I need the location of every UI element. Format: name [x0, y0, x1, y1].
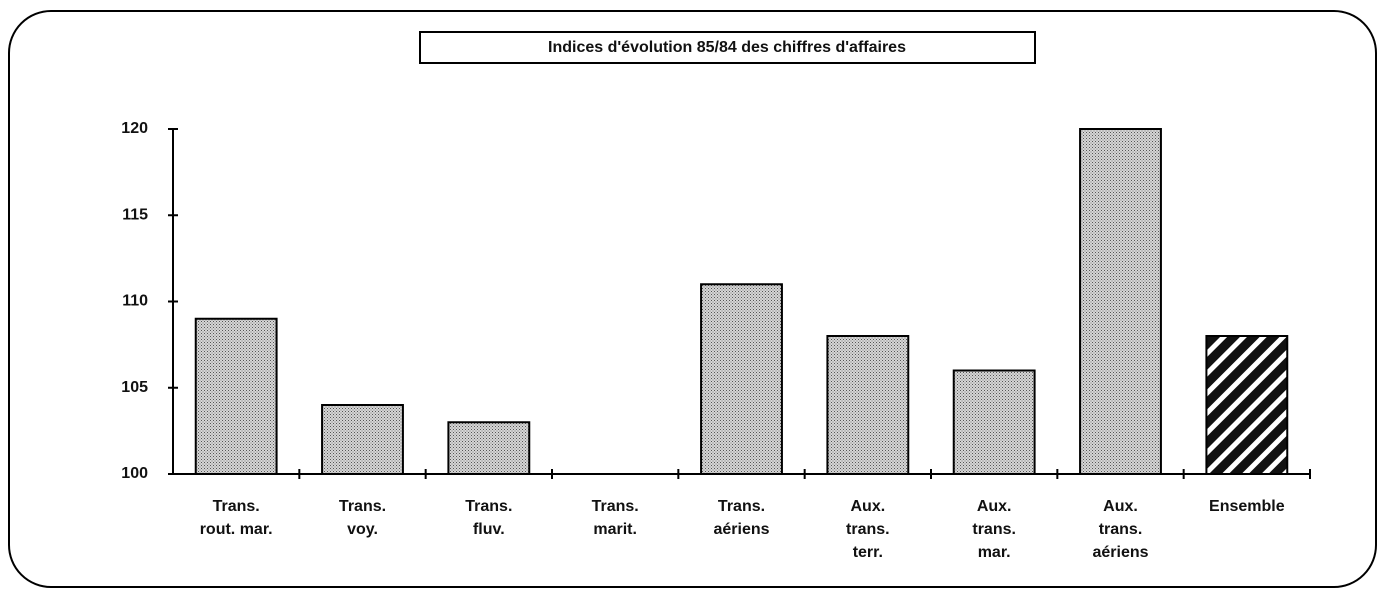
x-tick-label: aériens — [713, 521, 769, 538]
y-tick-label: 115 — [122, 206, 148, 223]
bar — [826, 335, 910, 475]
bar — [321, 404, 404, 475]
x-tick-label: Aux. — [977, 498, 1012, 515]
x-tick-label: voy. — [347, 521, 378, 538]
x-tick-label: Trans. — [213, 498, 260, 515]
x-tick-label: marit. — [593, 521, 637, 538]
x-tick-label: trans. — [972, 521, 1016, 538]
x-tick-label: terr. — [853, 544, 883, 561]
x-tick-label: trans. — [846, 521, 890, 538]
x-tick-label: Ensemble — [1209, 498, 1285, 515]
y-tick-label: 120 — [121, 120, 148, 137]
chart-title: Indices d'évolution 85/84 des chiffres d… — [548, 39, 906, 56]
x-tick-label: Trans. — [339, 498, 386, 515]
x-tick-label: Trans. — [592, 498, 639, 515]
x-tick-label: fluv. — [473, 521, 505, 538]
x-tick-label: aériens — [1092, 544, 1148, 561]
y-tick-label: 110 — [122, 293, 148, 310]
bar — [1205, 335, 1289, 475]
frame — [8, 10, 1377, 588]
bar — [700, 283, 783, 475]
bar — [447, 421, 531, 475]
x-tick-label: Aux. — [1103, 498, 1138, 515]
x-tick-label: Trans. — [465, 498, 512, 515]
x-tick-label: mar. — [978, 544, 1011, 561]
y-tick-label: 105 — [121, 379, 148, 396]
x-tick-label: rout. mar. — [200, 521, 273, 538]
bar — [952, 369, 1036, 475]
bar — [1079, 128, 1162, 475]
title-box — [419, 31, 1036, 64]
x-tick-label: trans. — [1099, 521, 1143, 538]
bar — [194, 317, 278, 475]
x-tick-label: Aux. — [850, 498, 885, 515]
y-tick-label: 100 — [121, 465, 148, 482]
x-tick-label: Trans. — [718, 498, 765, 515]
